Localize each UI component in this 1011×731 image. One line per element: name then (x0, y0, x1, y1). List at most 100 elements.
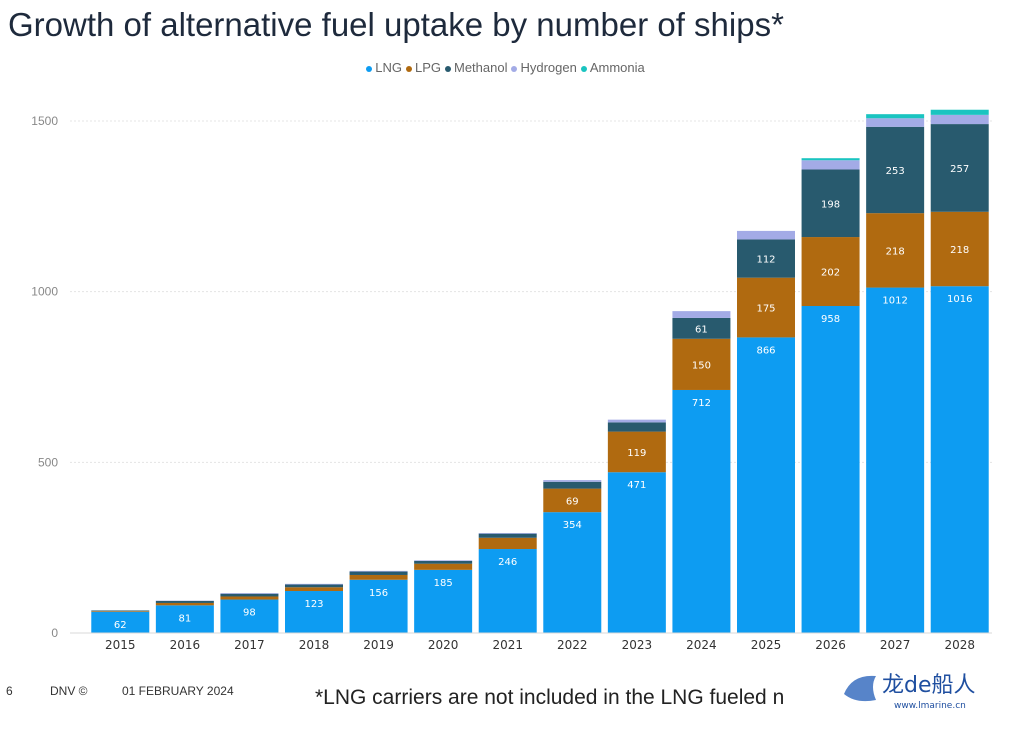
legend-item-lng: LNG (366, 60, 402, 75)
bar-lpg-2027 (866, 213, 925, 288)
bar-lng-2022 (543, 512, 602, 633)
x-tick-label: 2020 (428, 638, 459, 652)
bar-lpg-2020 (414, 563, 473, 570)
legend-label: Methanol (453, 60, 508, 75)
bar-methanol-2027 (866, 126, 925, 214)
data-label-lng-2026: 958 (821, 314, 840, 325)
data-label-lpg-2022: 69 (566, 496, 579, 507)
bar-lpg-2023 (607, 431, 666, 473)
data-label-lpg-2027: 218 (886, 246, 905, 257)
bar-lng-2017 (220, 599, 279, 633)
x-tick-label: 2016 (170, 638, 201, 652)
bar-lng-2016 (155, 605, 214, 633)
legend-swatch (580, 65, 587, 72)
bar-lng-2027 (866, 287, 925, 633)
x-tick-label: 2025 (751, 638, 782, 652)
data-label-methanol-2025: 112 (756, 255, 775, 266)
watermark-logo: 龙de船人 www.lmarine.cn (844, 673, 976, 711)
data-label-lng-2024: 712 (692, 398, 711, 409)
x-tick-label: 2028 (944, 638, 975, 652)
x-tick-label: 2018 (299, 638, 330, 652)
bar-lpg-2026 (801, 237, 860, 307)
x-tick-label: 2021 (492, 638, 523, 652)
data-label-lng-2021: 246 (498, 557, 517, 568)
data-label-lng-2019: 156 (369, 588, 388, 599)
bar-hydrogen-2017 (220, 593, 279, 594)
bar-hydrogen-2025 (737, 230, 795, 240)
y-tick-label: 1000 (31, 285, 58, 299)
data-label-lng-2018: 123 (304, 599, 323, 610)
bar-lng-2021 (478, 549, 537, 633)
bar-ammonia-2027 (866, 114, 925, 119)
bar-ammonia-2028 (930, 109, 989, 115)
bar-methanol-2019 (349, 571, 408, 575)
x-tick-label: 2017 (234, 638, 265, 652)
data-label-methanol-2027: 253 (886, 166, 905, 177)
x-tick-label: 2015 (105, 638, 136, 652)
data-label-lng-2028: 1016 (947, 294, 972, 305)
legend-label: LPG (414, 60, 441, 75)
bar-hydrogen-2020 (414, 560, 473, 561)
x-tick-label: 2019 (363, 638, 394, 652)
bar-hydrogen-2024 (672, 311, 731, 318)
bar-lng-2028 (930, 286, 989, 633)
bar-lng-2020 (414, 569, 473, 633)
bar-lpg-2028 (930, 211, 989, 287)
legend-swatch (511, 65, 518, 72)
brand-label: DNV © (50, 684, 88, 698)
bar-methanol-2022 (543, 481, 602, 489)
page-number: 6 (6, 684, 13, 698)
bar-methanol-2025 (737, 239, 795, 278)
bar-methanol-2026 (801, 169, 860, 238)
bar-lng-2026 (801, 306, 860, 633)
bar-methanol-2015 (91, 610, 150, 612)
bar-lpg-2015 (91, 611, 150, 612)
bar-hydrogen-2021 (478, 532, 537, 534)
legend-swatch (366, 65, 373, 72)
data-label-lng-2022: 354 (563, 520, 582, 531)
bar-hydrogen-2022 (543, 480, 602, 482)
legend-swatch (405, 65, 412, 72)
y-tick-label: 500 (38, 455, 58, 469)
data-label-lpg-2023: 119 (627, 448, 646, 459)
legend-item-methanol: Methanol (444, 60, 508, 75)
bar-hydrogen-2027 (866, 118, 925, 127)
legend-item-hydrogen: Hydrogen (511, 60, 577, 75)
bar-hydrogen-2028 (930, 114, 989, 125)
data-label-lng-2027: 1012 (882, 296, 907, 307)
data-label-lng-2020: 185 (434, 578, 453, 589)
bar-lpg-2022 (543, 488, 602, 513)
legend-item-lpg: LPG (405, 60, 441, 75)
data-label-lng-2015: 62 (114, 620, 127, 631)
y-tick-label: 0 (51, 626, 58, 640)
bar-methanol-2017 (220, 593, 279, 597)
data-label-lng-2025: 866 (756, 345, 775, 356)
bar-lng-2023 (607, 472, 666, 633)
svg-text:www.lmarine.cn: www.lmarine.cn (894, 701, 966, 711)
bar-lng-2015 (91, 611, 150, 633)
bar-lng-2018 (285, 591, 343, 633)
data-label-lpg-2026: 202 (821, 268, 840, 279)
data-label-lpg-2025: 175 (756, 304, 775, 315)
chart-title: Growth of alternative fuel uptake by num… (8, 6, 784, 43)
x-tick-label: 2022 (557, 638, 588, 652)
legend-label: Ammonia (589, 60, 645, 75)
bar-ammonia-2026 (801, 158, 860, 161)
data-label-lpg-2024: 150 (692, 360, 711, 371)
bar-lng-2019 (349, 579, 408, 633)
legend-label: LNG (375, 60, 402, 75)
legend-swatch (444, 65, 451, 72)
bar-methanol-2021 (478, 533, 537, 538)
bar-lng-2024 (672, 389, 731, 633)
bar-lpg-2017 (220, 596, 279, 600)
data-label-lng-2016: 81 (178, 613, 191, 624)
bar-methanol-2016 (155, 600, 214, 603)
legend: LNG LPG Methanol Hydrogen Ammonia (0, 60, 1011, 75)
x-tick-label: 2027 (880, 638, 911, 652)
data-label-lng-2023: 471 (627, 480, 646, 491)
bar-hydrogen-2023 (607, 419, 666, 423)
data-label-lng-2017: 98 (243, 608, 256, 619)
bar-methanol-2018 (285, 584, 343, 588)
bar-methanol-2023 (607, 422, 666, 432)
